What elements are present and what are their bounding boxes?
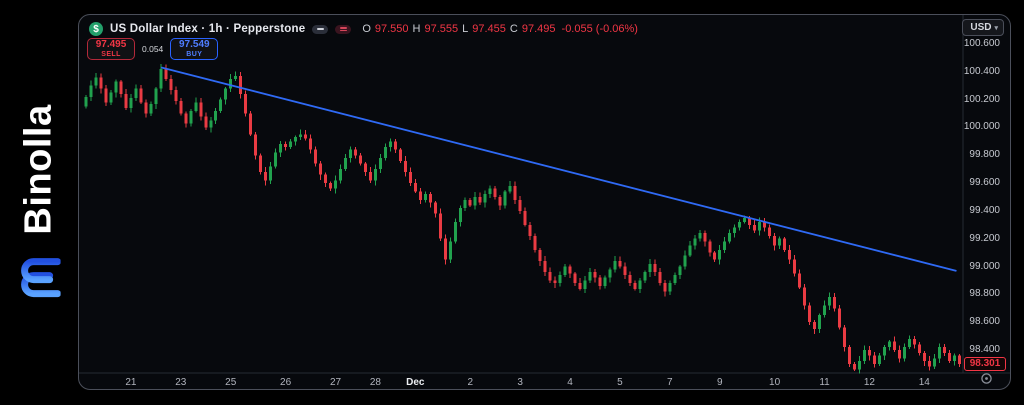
sell-button[interactable]: 97.495 SELL [87, 38, 135, 60]
buy-label: BUY [186, 51, 203, 58]
buy-button[interactable]: 97.549 BUY [170, 38, 219, 60]
chart-title: US Dollar Index · 1h · Pepperstone [110, 23, 306, 35]
price-tick: 98.400 [969, 343, 1000, 355]
close-label: C [509, 23, 518, 35]
time-tick: 28 [369, 377, 381, 388]
legend-lines-icon[interactable] [335, 24, 352, 34]
sell-label: SELL [101, 51, 121, 58]
brand-name: Binolla [17, 104, 60, 235]
buy-price: 97.549 [178, 39, 210, 50]
price-tick: 99.800 [969, 149, 1000, 161]
time-tick: 4 [567, 377, 573, 388]
change-value: -0.055 (-0.06%) [561, 23, 638, 35]
time-tick: 26 [280, 377, 292, 388]
currency-button[interactable]: USD ▾ [962, 19, 1004, 36]
time-tick: 23 [175, 377, 187, 388]
high-label: H [412, 23, 421, 35]
binolla-logo-icon [20, 258, 60, 298]
price-tick: 99.400 [969, 204, 1000, 216]
time-tick: 5 [617, 377, 623, 388]
price-tick: 100.200 [963, 93, 1000, 105]
open-label: O [362, 23, 371, 35]
time-tick: 7 [667, 377, 673, 388]
price-tick: 99.200 [969, 232, 1000, 244]
time-tick: 27 [329, 377, 342, 388]
time-tick: 25 [225, 377, 237, 388]
last-price-badge: 98.301 [964, 356, 1006, 371]
brand-sidebar: Binolla [0, 0, 78, 405]
low-value: 97.455 [472, 23, 506, 35]
open-value: 97.550 [374, 23, 409, 35]
chart-header: $ US Dollar Index · 1h · Pepperstone O 97… [89, 22, 638, 36]
price-tick: 99.600 [969, 177, 1000, 189]
spread-value: 0.054 [142, 44, 164, 54]
brand: Binolla [18, 104, 61, 300]
currency-label: USD [970, 22, 992, 33]
price-tick: 98.800 [969, 288, 1000, 300]
time-tick: 9 [716, 377, 723, 388]
price-tick: 98.600 [969, 316, 1000, 328]
time-tick: 2 [467, 377, 473, 388]
time-tick: 21 [125, 377, 137, 388]
time-tick: 3 [517, 377, 523, 388]
collapse-legend-icon[interactable] [312, 24, 329, 34]
time-tick: 14 [918, 377, 930, 388]
time-tick: Dec [406, 377, 425, 388]
time-tick: 12 [863, 377, 875, 388]
price-tick: 99.000 [969, 260, 1000, 272]
symbol-icon: $ [89, 22, 103, 36]
price-tick: 100.600 [963, 38, 1000, 49]
time-tick: 10 [769, 377, 781, 388]
settings-gear-icon[interactable] [980, 372, 993, 385]
price-tick: 100.400 [963, 65, 1000, 77]
trade-buttons: 97.495 SELL 0.054 97.549 BUY [87, 38, 219, 60]
price-tick: 100.000 [963, 121, 1000, 133]
close-value: 97.495 [521, 23, 556, 35]
chevron-down-icon: ▾ [994, 24, 998, 32]
chart-panel: $ US Dollar Index · 1h · Pepperstone O 97… [78, 14, 1011, 390]
time-tick: 11 [819, 377, 830, 388]
high-value: 97.555 [424, 23, 459, 35]
sell-price: 97.495 [95, 39, 127, 50]
ohlc-readout: O 97.550 H 97.555 L 97.455 C 97.495 -0.055 (… [362, 23, 638, 35]
low-label: L [462, 23, 469, 35]
candlestick-chart[interactable] [79, 15, 1011, 390]
